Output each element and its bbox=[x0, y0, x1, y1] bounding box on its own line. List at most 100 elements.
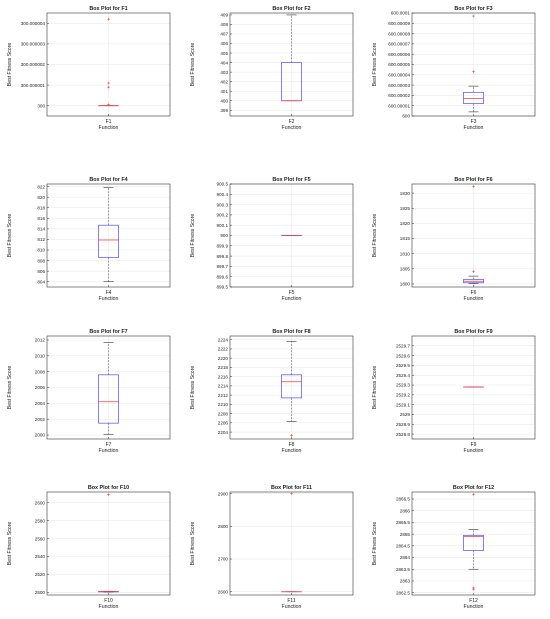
x-tick-label: F12 bbox=[469, 598, 478, 604]
y-tick-label: 822 bbox=[37, 184, 45, 189]
x-tick-label: F3 bbox=[471, 119, 477, 125]
y-tick-label: 812 bbox=[37, 237, 45, 242]
outlier-marker bbox=[472, 185, 475, 188]
y-tick-label: 1810 bbox=[400, 251, 411, 256]
y-tick-label: 2006 bbox=[35, 385, 46, 390]
y-tick-label: 2500 bbox=[35, 590, 46, 595]
y-tick-label: 300 bbox=[37, 103, 45, 108]
y-axis-label: Best Fitness Score bbox=[190, 522, 196, 566]
iqr-box bbox=[98, 374, 119, 424]
x-tick-label: F5 bbox=[289, 290, 295, 296]
x-tick-label: F6 bbox=[471, 290, 477, 296]
x-axis-label: Function bbox=[464, 448, 484, 454]
outlier-marker bbox=[472, 70, 475, 74]
y-tick-label: 1820 bbox=[400, 221, 411, 226]
y-tick-label: 300.000003 bbox=[21, 42, 46, 47]
y-axis-label: Best Fitness Score bbox=[372, 214, 378, 258]
y-tick-label: 409 bbox=[220, 13, 228, 18]
y-tick-label: 2214 bbox=[218, 384, 229, 389]
x-axis-label: Function bbox=[99, 125, 119, 131]
y-tick-label: 2863 bbox=[400, 579, 411, 584]
y-tick-label: 600.00003 bbox=[388, 83, 410, 88]
y-tick-label: 405 bbox=[220, 51, 228, 56]
y-tick-label: 2529.7 bbox=[396, 344, 410, 349]
x-tick-label: F11 bbox=[287, 598, 295, 604]
chart-title: Box Plot for F8 bbox=[272, 329, 310, 335]
y-tick-label: 2012 bbox=[35, 338, 46, 343]
iqr-box bbox=[463, 91, 484, 104]
chart-title: Box Plot for F6 bbox=[454, 177, 492, 183]
y-tick-label: 2002 bbox=[35, 417, 46, 422]
y-tick-label: 900.1 bbox=[217, 223, 229, 228]
chart-title: Box Plot for F9 bbox=[454, 329, 492, 335]
y-tick-label: 2864 bbox=[400, 555, 411, 560]
y-tick-label: 600.00001 bbox=[388, 103, 410, 108]
y-tick-label: 600.00006 bbox=[388, 52, 410, 57]
chart-title: Box Plot for F2 bbox=[272, 6, 310, 12]
y-tick-label: 899.8 bbox=[217, 254, 229, 259]
x-axis-label: Function bbox=[464, 125, 484, 131]
outlier-marker bbox=[107, 103, 110, 106]
outlier-marker bbox=[472, 493, 475, 496]
y-axis-label: Best Fitness Score bbox=[372, 43, 378, 87]
y-tick-label: 899.5 bbox=[217, 285, 229, 290]
x-axis-label: Function bbox=[282, 448, 302, 454]
outlier-marker bbox=[472, 270, 475, 273]
y-tick-label: 806 bbox=[37, 269, 45, 274]
y-tick-label: 1815 bbox=[400, 236, 411, 241]
y-tick-label: 2580 bbox=[35, 518, 46, 523]
outlier-marker bbox=[290, 434, 293, 437]
y-tick-label: 600.00009 bbox=[388, 21, 410, 26]
y-tick-label: 2529.2 bbox=[396, 393, 410, 398]
outlier-marker bbox=[472, 14, 475, 18]
y-tick-label: 300.000002 bbox=[21, 62, 46, 67]
chart-title: Box Plot for F11 bbox=[271, 485, 312, 491]
y-tick-label: 404 bbox=[220, 60, 228, 65]
y-tick-label: 2865 bbox=[400, 532, 411, 537]
y-axis-label: Best Fitness Score bbox=[190, 366, 196, 410]
iqr-box bbox=[463, 534, 484, 551]
chart-title: Box Plot for F10 bbox=[88, 485, 129, 491]
y-tick-label: 402 bbox=[220, 79, 228, 84]
y-tick-label: 1805 bbox=[400, 267, 411, 272]
y-tick-label: 2218 bbox=[218, 365, 229, 370]
y-tick-label: 900.4 bbox=[217, 192, 229, 197]
y-tick-label: 1830 bbox=[400, 191, 411, 196]
y-tick-label: 2212 bbox=[218, 393, 229, 398]
y-tick-label: 2900 bbox=[218, 491, 229, 496]
y-tick-label: 399 bbox=[220, 108, 228, 113]
y-tick-label: 300.000001 bbox=[21, 83, 46, 88]
iqr-box bbox=[98, 224, 119, 258]
y-tick-label: 600.00005 bbox=[388, 62, 410, 67]
chart-title: Box Plot for F7 bbox=[89, 329, 127, 335]
y-tick-label: 899.6 bbox=[217, 274, 229, 279]
y-tick-label: 2204 bbox=[218, 430, 229, 435]
outlier-marker bbox=[107, 493, 110, 496]
y-tick-label: 600 bbox=[402, 114, 410, 119]
y-axis-label: Best Fitness Score bbox=[190, 43, 196, 87]
y-tick-label: 810 bbox=[37, 248, 45, 253]
x-axis-label: Function bbox=[464, 296, 484, 302]
x-axis-label: Function bbox=[464, 604, 484, 610]
y-tick-label: 2529.1 bbox=[396, 402, 410, 407]
y-axis-label: Best Fitness Score bbox=[7, 214, 13, 258]
y-tick-label: 2529.3 bbox=[396, 383, 410, 388]
y-tick-label: 818 bbox=[37, 205, 45, 210]
chart-title: Box Plot for F12 bbox=[453, 485, 494, 491]
y-tick-label: 2529.4 bbox=[396, 373, 410, 378]
outlier-marker bbox=[107, 17, 110, 21]
y-tick-label: 2540 bbox=[35, 554, 46, 559]
y-tick-label: 900.2 bbox=[217, 213, 229, 218]
y-axis-label: Best Fitness Score bbox=[7, 522, 13, 566]
y-tick-label: 2600 bbox=[35, 500, 46, 505]
y-tick-label: 2222 bbox=[218, 347, 229, 352]
y-axis-label: Best Fitness Score bbox=[7, 43, 13, 87]
chart-title: Box Plot for F3 bbox=[454, 6, 492, 12]
y-tick-label: 2529.6 bbox=[396, 353, 410, 358]
x-tick-label: F9 bbox=[471, 442, 477, 448]
y-tick-label: 2220 bbox=[218, 356, 229, 361]
y-tick-label: 2866 bbox=[400, 508, 411, 513]
x-axis-label: Function bbox=[99, 604, 119, 610]
x-axis-label: Function bbox=[99, 296, 119, 302]
y-tick-label: 2866.5 bbox=[396, 497, 410, 502]
